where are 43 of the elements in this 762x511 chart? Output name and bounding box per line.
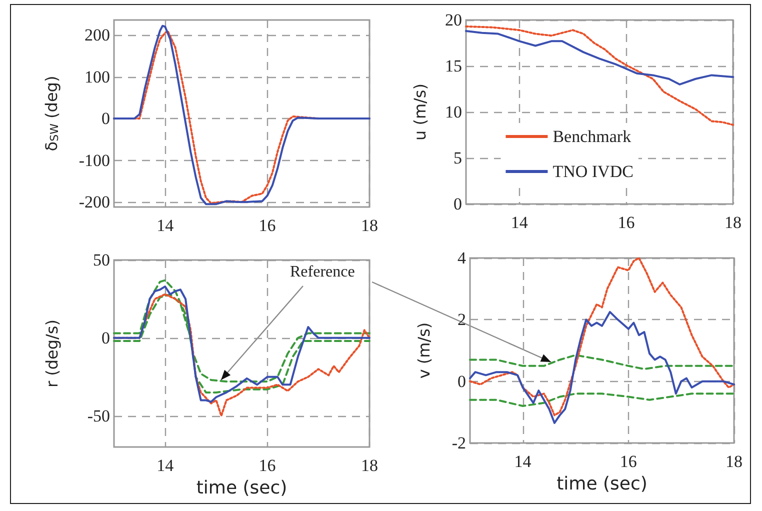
x-tick-label: 18	[361, 456, 378, 475]
line-series	[465, 30, 734, 86]
y-tick-label: -200	[78, 192, 110, 212]
y-tick-label: -2	[452, 434, 466, 452]
y-tick-label: 100	[84, 67, 110, 86]
line-series	[465, 25, 734, 126]
legend-label: Benchmark	[552, 127, 632, 146]
x-tick-label: 16	[258, 216, 276, 235]
x-tick-label: 14	[510, 213, 528, 232]
annotation: Reference	[290, 264, 355, 280]
y-axis-title: r (deg/s)	[42, 319, 62, 388]
y-tick-label: 0	[102, 328, 110, 348]
y-tick-label: 2	[458, 310, 466, 330]
x-tick-label: 18	[724, 213, 742, 232]
y-tick-label: 0	[454, 194, 462, 214]
y-tick-label: 50	[93, 250, 110, 270]
x-axis-title: time (sec)	[556, 473, 648, 494]
x-axis-title: time (sec)	[196, 477, 288, 498]
y-tick-label: 200	[84, 26, 110, 45]
y-tick-label: 0	[458, 372, 466, 391]
y-tick-label: 15	[445, 56, 462, 76]
y-tick-label: -50	[87, 406, 110, 426]
y-tick-label: 4	[458, 248, 466, 268]
line-series	[469, 354, 735, 370]
y-tick-label: -100	[78, 150, 110, 170]
x-tick-label: 16	[618, 213, 635, 232]
x-tick-label: 14	[514, 452, 532, 471]
y-axis-title: v (m/s)	[414, 322, 434, 379]
y-axis-title: δSW (deg)	[42, 76, 61, 152]
line-series	[469, 392, 735, 407]
line-series	[469, 310, 735, 424]
y-tick-label: 0	[102, 109, 110, 128]
x-tick-label: 18	[726, 452, 742, 471]
x-tick-label: 16	[258, 456, 276, 475]
y-axis-title: u (m/s)	[410, 83, 430, 141]
y-tick-label: 10	[445, 102, 462, 122]
legend-label: TNO IVDC	[552, 162, 634, 182]
y-tick-label: 5	[454, 148, 462, 168]
x-tick-label: 18	[361, 216, 378, 235]
y-tick-label: 20	[445, 10, 462, 30]
x-tick-label: 14	[156, 216, 174, 235]
x-tick-label: 16	[620, 452, 637, 471]
x-tick-label: 14	[156, 456, 174, 475]
